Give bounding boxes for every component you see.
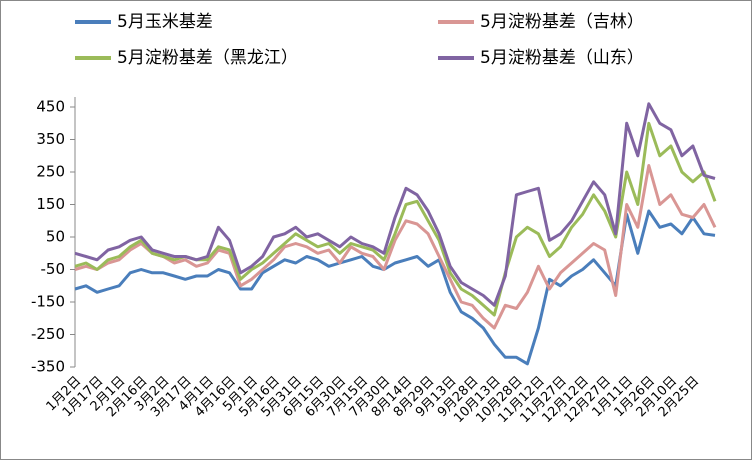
series-line [74,209,716,366]
y-tick-label: -50 [41,260,66,278]
legend-label: 5月淀粉基差（山东） [480,48,644,68]
y-tick-label: -250 [31,325,65,343]
y-tick-label: 450 [36,98,65,116]
y-tick-label: 50 [46,228,65,246]
legend-label: 5月淀粉基差（吉林） [480,12,644,32]
y-tick-label: 250 [36,163,65,181]
legend-label: 5月玉米基差 [117,12,213,32]
y-tick-label: 150 [36,195,65,213]
series-line [74,102,716,307]
y-tick-label: -150 [31,293,65,311]
legend-label: 5月淀粉基差（黑龙江） [117,48,298,68]
y-tick-label: -350 [31,358,65,376]
series-line [74,164,717,330]
y-tick-label: 350 [36,130,65,148]
